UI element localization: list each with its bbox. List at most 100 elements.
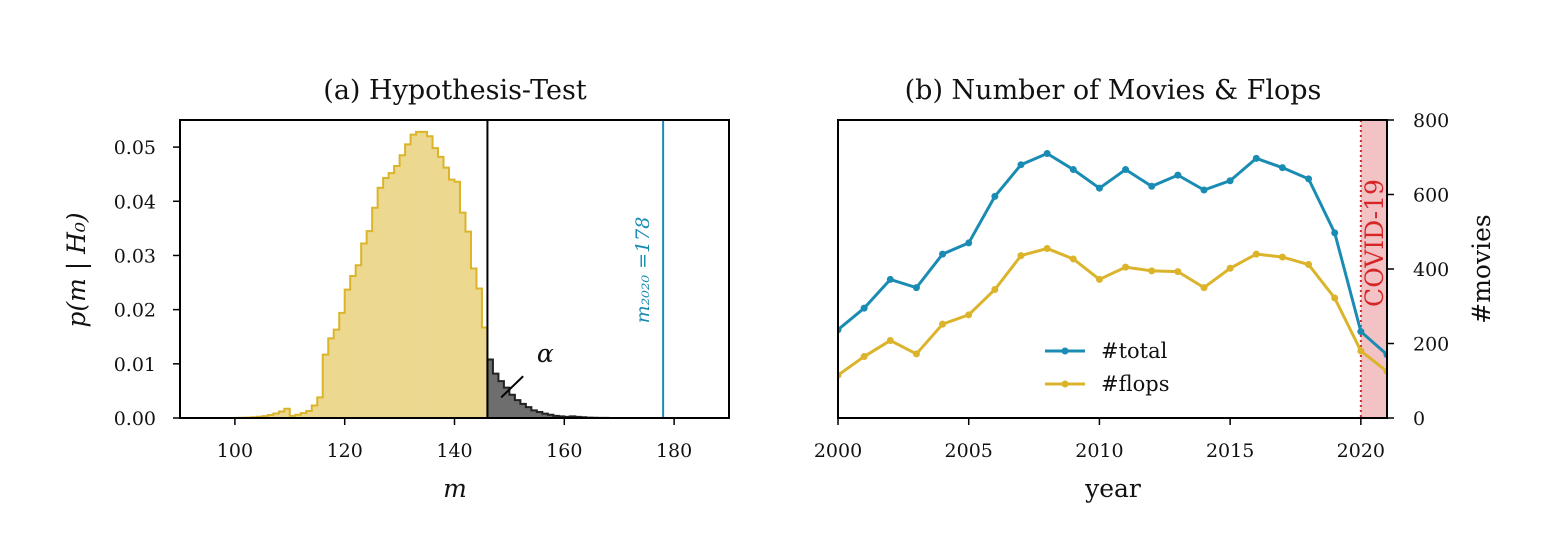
histogram-bar [278, 411, 285, 418]
y-ticks-b: 0 200 400 600 800 [1387, 110, 1449, 430]
x-tick-label-b: 2020 [1337, 440, 1385, 462]
histogram-bar [394, 166, 400, 418]
x-tick-label-b: 2000 [814, 440, 862, 462]
data-point-total [1174, 171, 1182, 179]
y-tick-label-a: 0.01 [114, 354, 156, 376]
alpha-pointer [500, 375, 524, 399]
data-point-flops [1122, 263, 1130, 271]
histogram-bar [383, 177, 389, 418]
histogram-bar [470, 268, 477, 418]
histogram-bar [498, 381, 505, 418]
histogram-bar [487, 359, 494, 418]
alpha-annotation: α [537, 339, 554, 368]
histogram-bar [525, 407, 532, 418]
histogram-bar [399, 155, 406, 418]
data-point-total [1017, 161, 1025, 169]
histogram-bar [421, 131, 428, 419]
data-point-flops [1278, 253, 1286, 261]
histogram-bar [492, 373, 499, 418]
data-point-flops [991, 285, 999, 293]
histogram-bar [553, 415, 560, 418]
histogram-bar [366, 231, 373, 418]
histogram-bar [333, 329, 340, 418]
y-tick-label-b: 600 [1413, 185, 1449, 207]
histogram-bar [284, 408, 291, 418]
histogram-bar [372, 207, 378, 418]
y-tick-label-a: 0.05 [114, 137, 156, 159]
histogram-bar [328, 338, 335, 418]
data-point-flops [860, 353, 868, 361]
data-point-flops [965, 311, 973, 319]
histogram-bar [509, 394, 516, 418]
histogram-bar [481, 327, 488, 418]
histogram-bar [449, 179, 455, 418]
covid-label: COVID-19 [1360, 179, 1389, 307]
movies-flops-panel: (b) Number of Movies & Flops COVID-19 20… [814, 75, 1496, 503]
data-point-flops [1148, 267, 1156, 275]
data-point-total [1226, 177, 1234, 185]
y-tick-label-a: 0.04 [114, 191, 156, 213]
data-point-flops [1017, 252, 1025, 260]
histogram-bars [233, 130, 620, 419]
histogram-bar [542, 413, 549, 418]
histogram-bar [476, 288, 483, 418]
data-point-flops [1226, 264, 1234, 272]
histogram-bar [289, 415, 296, 418]
data-point-flops [1357, 347, 1365, 355]
histogram-bar [300, 413, 307, 418]
data-point-total [965, 239, 973, 247]
y-tick-label-b: 0 [1413, 408, 1425, 430]
histogram-bar [339, 312, 345, 418]
histogram-bar [355, 265, 362, 418]
histogram-bar [443, 167, 450, 418]
x-axis-label-b: year [1084, 474, 1141, 503]
data-point-total [1357, 328, 1365, 336]
histogram-bar [311, 405, 318, 418]
series-line-flops [838, 246, 1387, 377]
data-point-flops [1095, 275, 1103, 283]
histogram-bar [267, 415, 274, 418]
x-ticks-a: 100 120 140 160 180 [217, 418, 692, 462]
data-point-total [912, 284, 920, 292]
histogram-outline [233, 130, 489, 419]
histogram-bar [514, 400, 521, 418]
histogram-bar [432, 148, 439, 418]
histogram-bar [465, 231, 472, 418]
panel-a-title: (a) Hypothesis-Test [323, 75, 587, 106]
histogram-bar [344, 289, 351, 418]
data-point-total [886, 275, 894, 283]
histogram-bar [306, 410, 313, 418]
data-point-total [939, 250, 947, 258]
histogram-bar [322, 354, 329, 418]
legend-marker-total [1061, 347, 1069, 355]
y-tick-label-b: 400 [1413, 259, 1449, 281]
histogram-bar [361, 243, 367, 418]
legend-label-flops: #flops [1101, 372, 1169, 396]
x-tick-label-a: 180 [656, 440, 692, 462]
data-point-total [1148, 182, 1156, 190]
x-axis-label-a: m [443, 474, 467, 503]
y-axis-label-b: #movies [1467, 214, 1496, 323]
data-point-flops [912, 350, 920, 358]
x-tick-label-b: 2005 [945, 440, 993, 462]
data-point-total [991, 192, 999, 200]
hypothesis-test-panel: (a) Hypothesis-Test m₂₀₂₀ =178 α 100 120 1… [62, 75, 730, 503]
data-point-flops [1043, 245, 1051, 253]
histogram-bar [438, 156, 444, 419]
data-point-total [1331, 229, 1339, 237]
legend: #total #flops [1045, 339, 1169, 396]
histogram-bar [416, 131, 422, 419]
histogram-bar [410, 134, 417, 418]
y-ticks-a: 0.00 0.01 0.02 0.03 0.04 0.05 [114, 137, 180, 430]
y-tick-label-b: 800 [1413, 110, 1449, 132]
histogram-bar [295, 414, 302, 418]
histogram-bar [503, 387, 510, 418]
legend-marker-flops [1061, 380, 1069, 388]
histogram-bar [388, 173, 395, 418]
y-tick-label-a: 0.03 [114, 245, 156, 267]
histogram-bar [520, 403, 527, 418]
data-point-total [860, 304, 868, 312]
histogram-bar [377, 187, 384, 418]
x-ticks-b: 2000 2005 2010 2015 2020 [814, 418, 1385, 462]
